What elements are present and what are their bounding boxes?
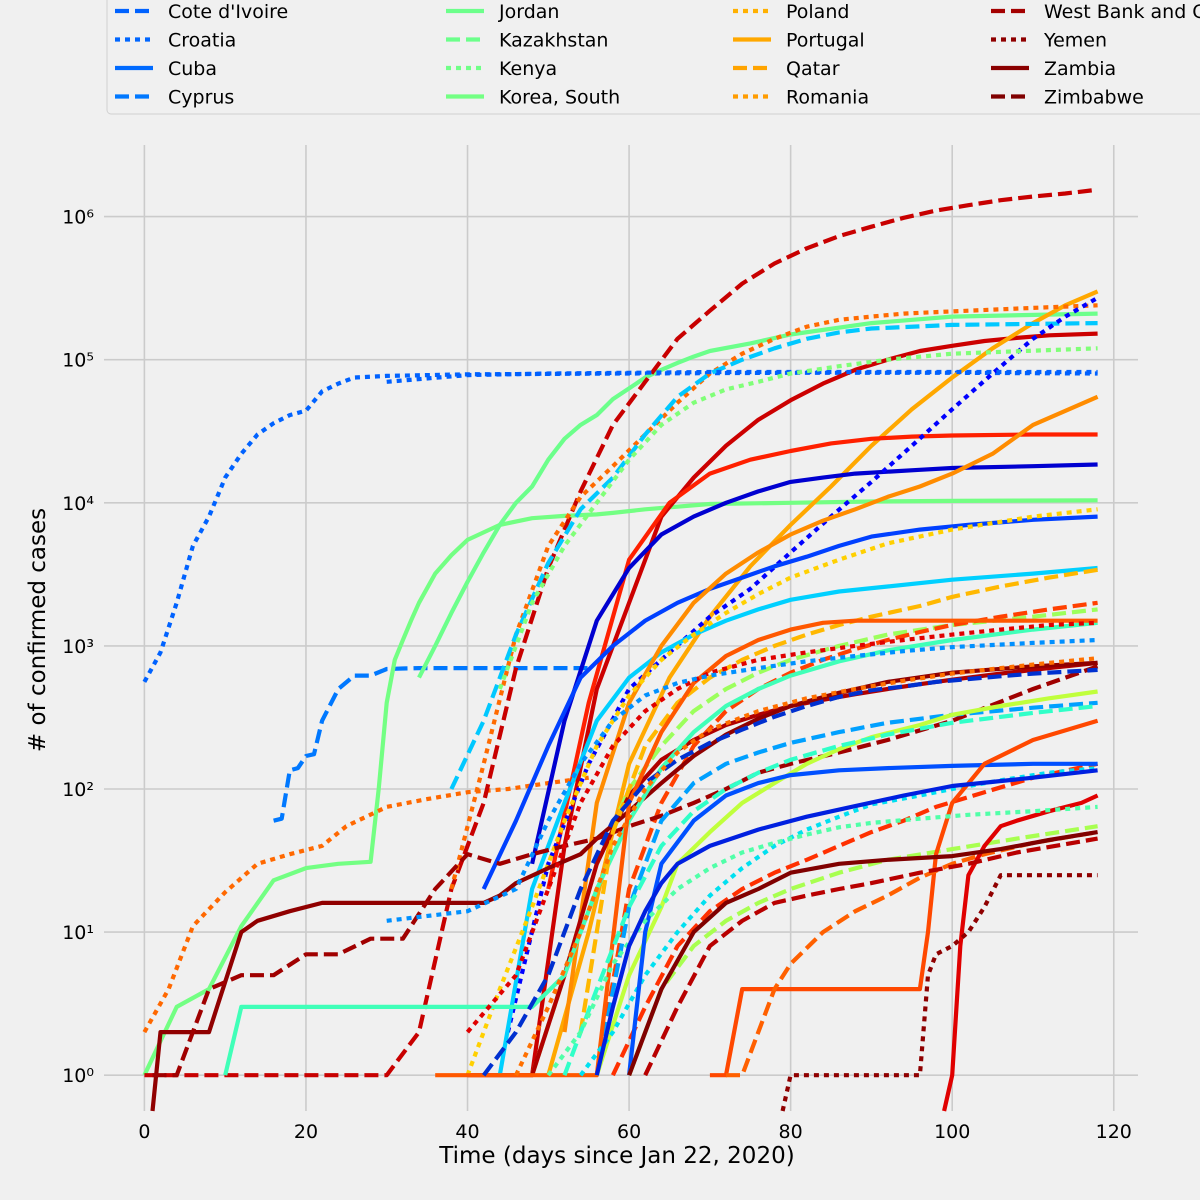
y-tick-label: 10² xyxy=(62,779,94,801)
series-line xyxy=(142,370,1098,683)
legend-label: Zambia xyxy=(1044,58,1116,80)
series-line xyxy=(627,824,1098,1076)
series-line xyxy=(497,346,1098,690)
series-line xyxy=(562,394,1099,1033)
x-tick-label: 60 xyxy=(617,1121,641,1143)
series-line xyxy=(150,660,1098,1112)
x-tick-label: 100 xyxy=(934,1121,970,1143)
x-tick-label: 20 xyxy=(294,1121,318,1143)
y-tick-label: 10³ xyxy=(62,636,94,658)
legend-label: Cyprus xyxy=(168,87,234,109)
series-lines xyxy=(142,187,1099,1112)
legend-label: Romania xyxy=(786,87,869,109)
y-axis-label: # of confirmed cases xyxy=(25,508,51,752)
series-line xyxy=(594,689,1098,1076)
x-axis-label: Time (days since Jan 22, 2020) xyxy=(438,1143,794,1169)
y-tick-label: 10⁵ xyxy=(62,350,94,372)
series-line xyxy=(780,873,1098,1112)
series-line xyxy=(435,618,1098,1078)
legend-label: Yemen xyxy=(1043,30,1107,52)
series-line xyxy=(467,331,1098,1078)
series-line xyxy=(273,665,589,823)
legend-label: West Bank and Gaza xyxy=(1044,1,1200,23)
series-line xyxy=(643,836,1098,1077)
series-line xyxy=(709,718,1099,1078)
series-line xyxy=(627,830,1098,1076)
x-tick-label: 80 xyxy=(779,1121,803,1143)
series-line xyxy=(726,830,1098,1078)
series-line xyxy=(223,620,1098,1076)
legend-label: Zimbabwe xyxy=(1044,87,1144,109)
series-line xyxy=(546,432,1098,890)
series-line xyxy=(417,311,1098,679)
y-tick-label: 10⁴ xyxy=(62,493,94,515)
x-tick-label: 0 xyxy=(138,1121,150,1143)
legend-label: Kazakhstan xyxy=(499,30,608,52)
legend-label: Poland xyxy=(786,1,849,23)
series-line xyxy=(546,289,1099,1076)
legend-label: Cote d'Ivoire xyxy=(168,1,288,23)
series-line xyxy=(465,507,1098,1076)
legend-label: Korea, South xyxy=(499,87,620,109)
series-line xyxy=(386,369,1098,384)
legend-label: Qatar xyxy=(786,58,840,80)
series-line xyxy=(611,761,1099,1077)
legend-label: Portugal xyxy=(786,30,865,52)
series-line xyxy=(449,321,1098,790)
series-line xyxy=(530,462,1098,865)
series-line xyxy=(142,498,1098,1077)
series-line xyxy=(578,567,1098,1033)
tick-labels: 0 20 40 60 80 100 120 10⁰ 10¹ 10² 10³ 10⁴ 10⁵ 10⁶ xyxy=(62,207,1132,1143)
legend-label: Jordan xyxy=(498,1,559,23)
series-line xyxy=(481,514,1098,890)
y-tick-label: 10⁰ xyxy=(62,1065,94,1087)
series-line xyxy=(562,703,1098,1076)
series-line xyxy=(514,656,1098,1077)
series-line xyxy=(594,700,1098,1076)
legend: Cote d'Ivoire Croatia Cuba Cyprus Jordan Kaza… xyxy=(106,0,1200,115)
series-line xyxy=(594,768,1098,1076)
series-line xyxy=(142,775,589,1034)
legend-box xyxy=(106,0,1200,115)
series-line xyxy=(386,637,1098,923)
legend-label: Cuba xyxy=(168,58,217,80)
series-line xyxy=(627,761,1098,1076)
y-tick-label: 10¹ xyxy=(62,922,94,944)
x-tick-label: 120 xyxy=(1096,1121,1132,1143)
series-line xyxy=(465,620,1098,1034)
legend-label: Kenya xyxy=(499,58,557,80)
legend-label: Croatia xyxy=(168,30,236,52)
series-line xyxy=(482,667,1098,1077)
y-tick-label: 10⁶ xyxy=(62,207,94,229)
x-tick-label: 40 xyxy=(455,1121,479,1143)
